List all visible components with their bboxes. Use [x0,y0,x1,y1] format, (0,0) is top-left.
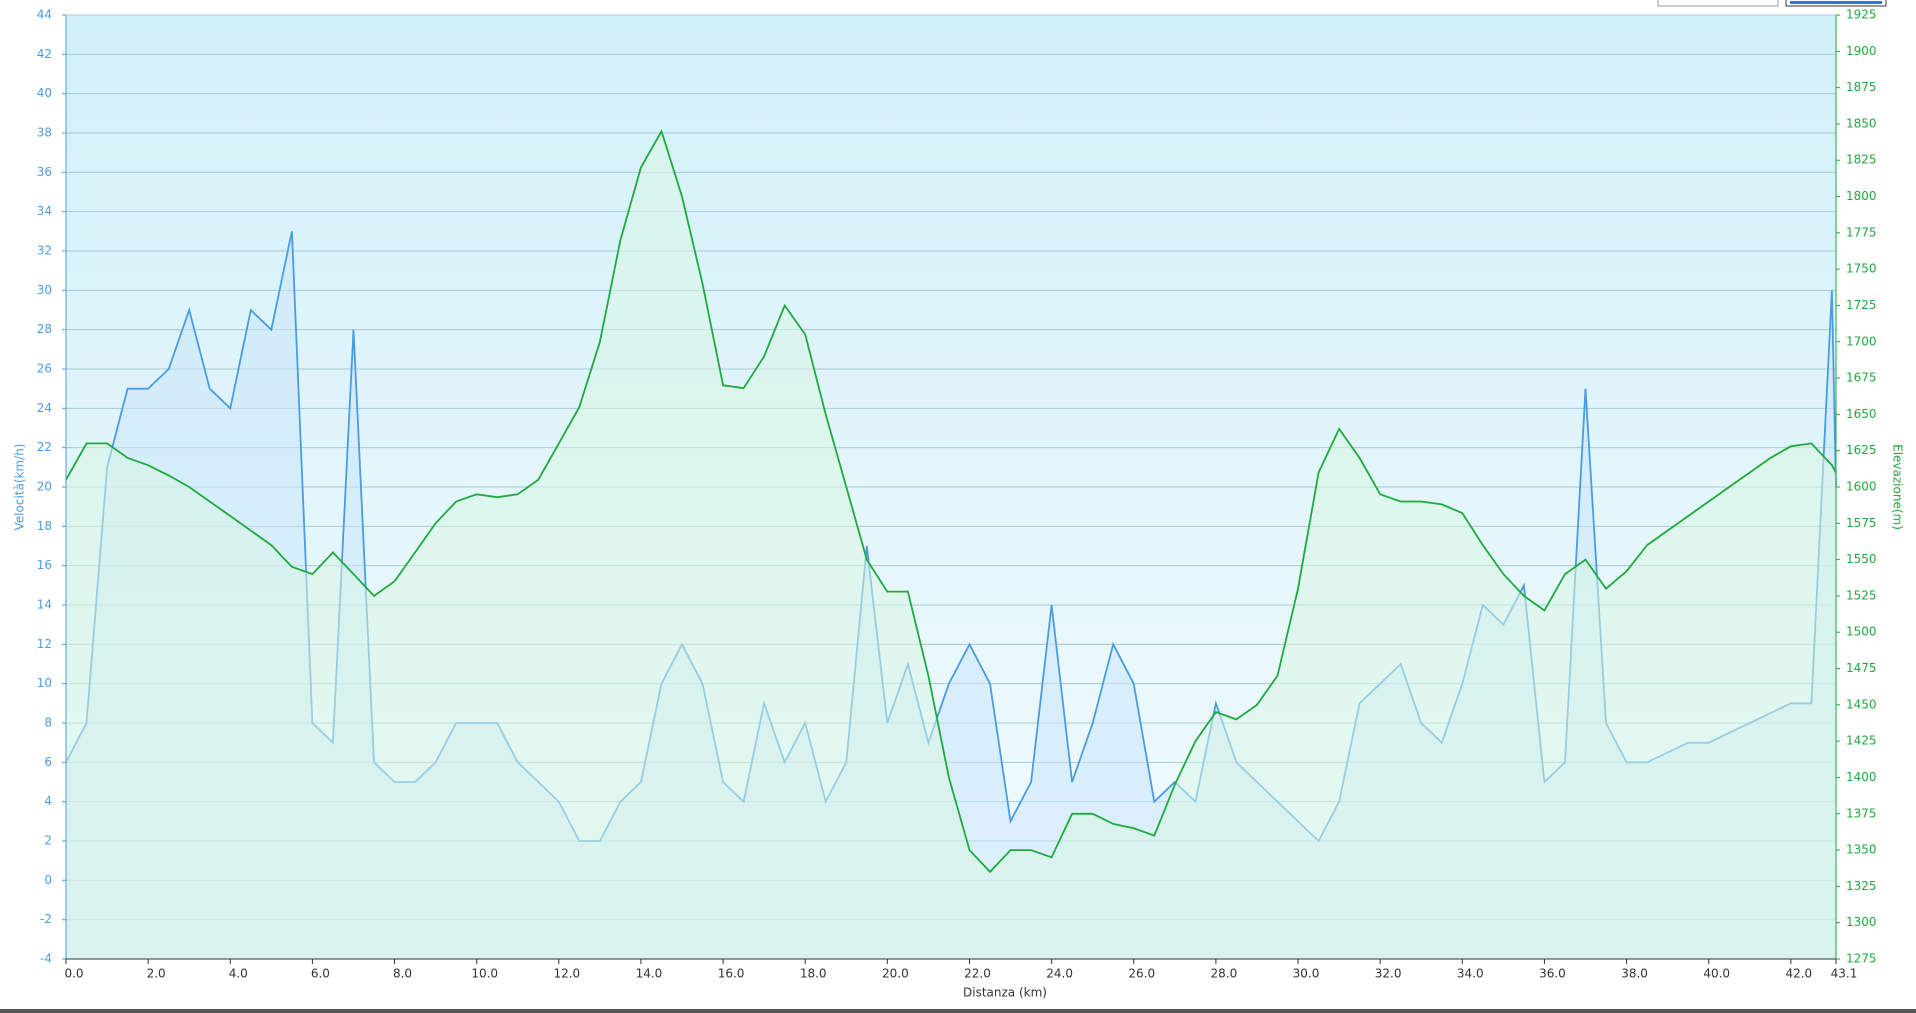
x-tick-label: 20.0 [882,967,909,981]
control-bar [1790,1,1882,4]
y2-tick-label: 1725 [1846,298,1877,312]
y2-tick-label: 1650 [1846,407,1877,421]
y2-tick-label: 1400 [1846,770,1877,784]
x-tick-label: 38.0 [1621,967,1648,981]
x-tick-label: 43.1 [1831,967,1858,981]
y2-tick-label: 1350 [1846,843,1877,857]
y2-tick-label: 1750 [1846,262,1877,276]
y-tick-label: 36 [37,165,52,179]
y2-tick-label: 1475 [1846,661,1877,675]
y-tick-label: -4 [40,952,52,966]
control-box[interactable] [1657,0,1779,7]
x-tick-label: 8.0 [393,967,412,981]
x-tick-label: 18.0 [800,967,827,981]
y-tick-label: 32 [37,244,52,258]
x-tick-label: 36.0 [1539,967,1566,981]
y2-tick-label: 1825 [1846,153,1877,167]
x-tick-label: 6.0 [311,967,330,981]
y2-tick-label: 1700 [1846,334,1877,348]
x-tick-label: 22.0 [964,967,991,981]
y-tick-label: 20 [37,480,52,494]
y2-tick-label: 1875 [1846,80,1877,94]
x-tick-label: 4.0 [229,967,248,981]
y2-tick-label: 1600 [1846,480,1877,494]
y-tick-label: 30 [37,283,52,297]
y-tick-label: 16 [37,558,52,572]
x-tick-label: 40.0 [1703,967,1730,981]
y-tick-label: 6 [44,755,52,769]
y2-tick-label: 1850 [1846,116,1877,130]
y-tick-label: 44 [37,8,52,22]
y-tick-label: -2 [40,912,52,926]
x-tick-label: 28.0 [1211,967,1238,981]
y-tick-label: 4 [44,794,52,808]
y2-tick-label: 1325 [1846,879,1877,893]
y-tick-label: 34 [37,204,52,218]
y2-tick-label: 1800 [1846,189,1877,203]
y2-tick-label: 1925 [1846,8,1877,22]
x-tick-label: 14.0 [636,967,663,981]
y2-tick-label: 1775 [1846,225,1877,239]
y2-tick-label: 1900 [1846,44,1877,58]
series-line [65,128,1837,874]
x-tick-label: 32.0 [1375,967,1402,981]
y-tick-label: 2 [44,834,52,848]
y-tick-label: 18 [37,519,52,533]
y2-axis-label: Elevazione(m) [1891,444,1905,530]
bottom-border [0,1009,1916,1013]
y2-tick-label: 1575 [1846,516,1877,530]
x-tick-label: 16.0 [718,967,745,981]
y2-tick-label: 1500 [1846,625,1877,639]
y-tick-label: 26 [37,362,52,376]
y-tick-label: 28 [37,322,52,336]
y-tick-label: 22 [37,440,52,454]
y2-tick-label: 1625 [1846,443,1877,457]
y-tick-label: 40 [37,86,52,100]
y2-tick-label: 1375 [1846,806,1877,820]
x-tick-label: 0.0 [64,967,83,981]
series-area [66,131,1836,959]
x-tick-label: 30.0 [1293,967,1320,981]
y2-tick-label: 1525 [1846,588,1877,602]
y-tick-label: 24 [37,401,52,415]
x-tick-label: 26.0 [1128,967,1155,981]
x-tick-label: 10.0 [471,967,498,981]
y2-tick-label: 1450 [1846,697,1877,711]
y2-tick-label: 1275 [1846,952,1877,966]
y2-tick-label: 1300 [1846,915,1877,929]
y-tick-label: 12 [37,637,52,651]
y-tick-label: 8 [44,716,52,730]
x-tick-label: 42.0 [1785,967,1812,981]
y-tick-label: 38 [37,126,52,140]
x-axis-label: Distanza (km) [963,986,1047,1000]
x-tick-label: 2.0 [147,967,166,981]
x-tick-label: 24.0 [1046,967,1073,981]
y-tick-label: 42 [37,47,52,61]
y-axis-label: Velocità(km/h) [13,444,27,531]
x-tick-label: 12.0 [553,967,580,981]
y-tick-label: 10 [37,676,52,690]
y-tick-label: 0 [44,873,52,887]
x-tick-label: 34.0 [1457,967,1484,981]
y-tick-label: 14 [37,598,52,612]
y2-tick-label: 1550 [1846,552,1877,566]
y2-tick-label: 1675 [1846,371,1877,385]
y2-tick-label: 1425 [1846,734,1877,748]
